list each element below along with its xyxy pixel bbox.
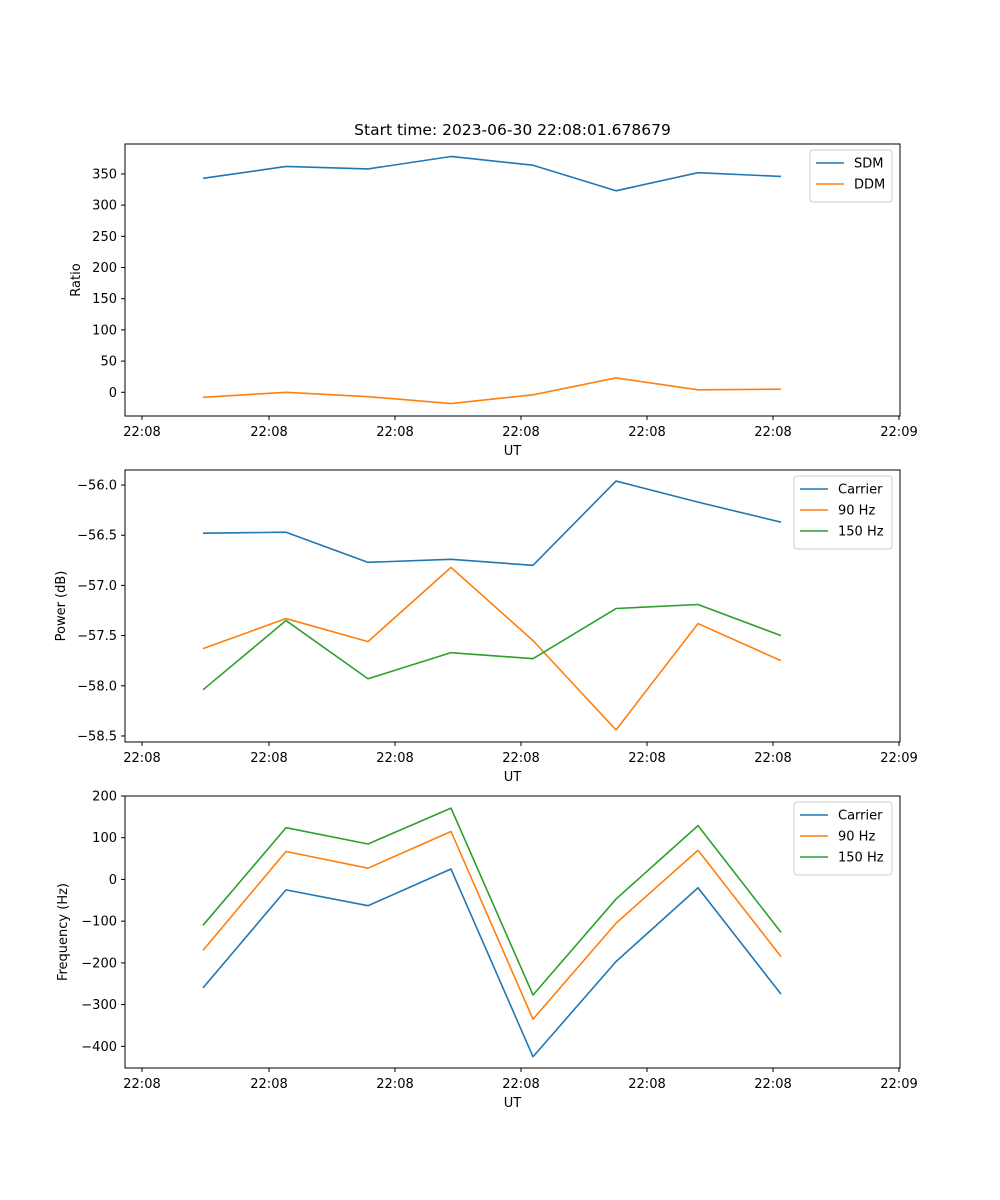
legend-label: 150 Hz bbox=[838, 851, 884, 866]
legend: Carrier 90 Hz 150 Hz bbox=[793, 801, 893, 876]
series-line-90-hz bbox=[202, 566, 782, 731]
y-tick-label: −58.5 bbox=[77, 729, 117, 744]
series-line-90-hz bbox=[202, 830, 782, 1020]
series-line-ddm bbox=[202, 377, 782, 405]
series-line-sdm bbox=[202, 155, 782, 192]
y-tick-label: −57.5 bbox=[77, 629, 117, 644]
y-tick-label: 300 bbox=[92, 199, 117, 214]
x-tick-label: 22:08 bbox=[754, 751, 791, 766]
legend-label: 90 Hz bbox=[838, 830, 875, 845]
chart-panel-2: 22:08 22:08 22:08 22:08 22:08 22:08 22:09 −58.5… bbox=[54, 469, 918, 785]
x-axis-label: UT bbox=[504, 1096, 522, 1111]
y-tick-label: 100 bbox=[92, 831, 117, 846]
plot-frame bbox=[124, 795, 901, 1069]
x-tick-label: 22:08 bbox=[754, 425, 791, 440]
series-line-150-hz bbox=[202, 603, 782, 691]
legend-label: SDM bbox=[854, 157, 883, 172]
x-tick-label: 22:08 bbox=[502, 1077, 539, 1092]
y-tick-label: −57.0 bbox=[77, 579, 117, 594]
x-tick-label: 22:08 bbox=[628, 751, 665, 766]
x-tick-label: 22:09 bbox=[880, 751, 917, 766]
y-tick-label: −56.5 bbox=[77, 529, 117, 544]
series-line-carrier bbox=[202, 868, 782, 1058]
x-tick-label: 22:08 bbox=[628, 425, 665, 440]
legend: Carrier 90 Hz 150 Hz bbox=[793, 475, 893, 550]
x-axis-label: UT bbox=[504, 770, 522, 785]
y-tick-label: −400 bbox=[81, 1040, 117, 1055]
y-tick-label: −58.0 bbox=[77, 679, 117, 694]
y-tick-label: 100 bbox=[92, 323, 117, 338]
y-tick-label: 0 bbox=[109, 386, 117, 401]
x-tick-label: 22:08 bbox=[123, 751, 160, 766]
x-tick-label: 22:08 bbox=[628, 1077, 665, 1092]
chart-panel-3: 22:08 22:08 22:08 22:08 22:08 22:08 22:09 −400 −… bbox=[56, 790, 918, 1112]
legend-label: Carrier bbox=[838, 483, 883, 498]
legend-label: DDM bbox=[854, 178, 885, 193]
y-tick-label: −56.0 bbox=[77, 479, 117, 494]
x-tick-label: 22:08 bbox=[123, 425, 160, 440]
x-tick-label: 22:08 bbox=[250, 751, 287, 766]
x-tick-label: 22:08 bbox=[376, 751, 413, 766]
x-tick-label: 22:08 bbox=[250, 1077, 287, 1092]
y-tick-label: 250 bbox=[92, 230, 117, 245]
series-line-carrier bbox=[202, 480, 782, 567]
x-tick-label: 22:09 bbox=[880, 1077, 917, 1092]
legend-label: 150 Hz bbox=[838, 525, 884, 540]
y-tick-label: 150 bbox=[92, 292, 117, 307]
y-axis-label: Power (dB) bbox=[54, 571, 69, 642]
series-line-150-hz bbox=[202, 807, 782, 996]
x-tick-label: 22:08 bbox=[376, 1077, 413, 1092]
x-tick-label: 22:08 bbox=[502, 425, 539, 440]
x-tick-label: 22:08 bbox=[502, 751, 539, 766]
x-tick-label: 22:08 bbox=[250, 425, 287, 440]
y-tick-label: −300 bbox=[81, 998, 117, 1013]
x-axis-label: UT bbox=[504, 444, 522, 459]
plot-frame bbox=[124, 469, 901, 743]
y-tick-label: −200 bbox=[81, 956, 117, 971]
y-tick-label: 200 bbox=[92, 790, 117, 805]
legend-label: Carrier bbox=[838, 809, 883, 824]
legend-label: 90 Hz bbox=[838, 504, 875, 519]
x-tick-label: 22:08 bbox=[754, 1077, 791, 1092]
y-tick-label: 200 bbox=[92, 261, 117, 276]
y-axis-label: Ratio bbox=[69, 263, 84, 296]
y-tick-label: 350 bbox=[92, 167, 117, 182]
x-tick-label: 22:08 bbox=[376, 425, 413, 440]
y-tick-label: 0 bbox=[109, 873, 117, 888]
legend: SDM DDM bbox=[809, 149, 893, 203]
chart-panel-1: 22:08 22:08 22:08 22:08 22:08 22:08 22:09 0 50 10… bbox=[69, 121, 918, 459]
x-tick-label: 22:09 bbox=[880, 425, 917, 440]
y-tick-label: −100 bbox=[81, 915, 117, 930]
chart-title: Start time: 2023-06-30 22:08:01.678679 bbox=[354, 121, 671, 139]
plot-frame bbox=[124, 143, 901, 417]
y-tick-label: 50 bbox=[100, 355, 117, 370]
x-tick-label: 22:08 bbox=[123, 1077, 160, 1092]
y-axis-label: Frequency (Hz) bbox=[56, 883, 71, 981]
